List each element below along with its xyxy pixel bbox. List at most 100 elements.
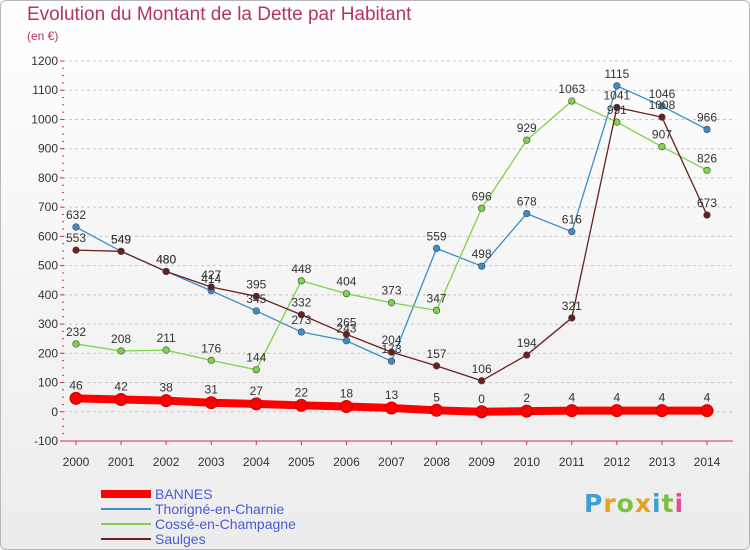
data-point	[432, 362, 441, 370]
x-tick-label: 2011	[559, 455, 585, 469]
data-label: 414	[201, 272, 221, 286]
data-label: 1041	[604, 88, 631, 102]
chart-unit: (en €)	[27, 29, 59, 43]
data-label: 173	[381, 342, 401, 356]
data-label: 194	[517, 336, 537, 350]
data-label: 373	[381, 284, 401, 298]
data-label: 826	[697, 151, 717, 165]
x-tick-label: 2012	[604, 455, 631, 469]
data-label: 427	[201, 268, 221, 282]
y-tick-label: 1200	[31, 54, 58, 68]
data-label: 157	[427, 347, 447, 361]
data-point	[207, 356, 215, 364]
y-tick-label: 1100	[32, 83, 58, 97]
data-label: 208	[111, 332, 131, 346]
data-point	[342, 330, 351, 338]
data-label: 448	[291, 262, 311, 276]
data-label: 204	[381, 333, 401, 347]
legend: BANNES Thorigné-en-Charnie Cossé-en-Champa…	[101, 486, 296, 546]
data-point	[478, 377, 486, 385]
data-point	[475, 405, 489, 419]
y-tick-label: 300	[38, 317, 58, 331]
data-label: 2	[523, 391, 530, 405]
data-point	[342, 337, 351, 345]
data-point	[655, 404, 669, 418]
data-point	[523, 136, 531, 144]
y-tick-label: 200	[38, 346, 58, 360]
data-label: 144	[246, 351, 266, 365]
legend-label: Saulges	[155, 530, 206, 547]
data-point	[478, 262, 486, 270]
data-point	[658, 102, 666, 110]
data-point	[430, 403, 444, 417]
data-label: 0	[478, 392, 485, 406]
data-label: 42	[114, 379, 128, 393]
data-point	[252, 292, 260, 300]
data-point	[297, 311, 305, 319]
data-label: 678	[517, 195, 537, 209]
x-tick-label: 2004	[243, 455, 270, 469]
data-label: 347	[427, 291, 447, 305]
data-point	[117, 247, 125, 255]
x-tick-label: 2007	[378, 455, 405, 469]
legend-swatch	[101, 490, 151, 499]
data-point	[387, 357, 396, 365]
data-point	[252, 307, 260, 315]
y-tick-label: 900	[38, 142, 58, 156]
logo-letter: i	[652, 489, 662, 518]
chart-title: Evolution du Montant de la Dette par Hab…	[27, 4, 412, 25]
data-label: 332	[291, 296, 311, 310]
logo-letter: r	[603, 489, 617, 518]
data-point	[703, 166, 711, 174]
logo-letter: i	[674, 489, 685, 518]
x-tick-label: 2001	[108, 455, 135, 469]
data-point	[162, 267, 170, 276]
x-tick-label: 2008	[423, 455, 450, 469]
y-tick-label: 0	[51, 405, 58, 419]
x-tick-label: 2014	[694, 455, 721, 469]
x-tick-label: 2013	[649, 455, 676, 469]
series-line-2	[75, 100, 708, 371]
data-point	[117, 347, 125, 355]
data-label: 265	[336, 315, 356, 329]
data-label: 929	[517, 121, 537, 135]
data-point	[159, 394, 173, 408]
data-label: 1046	[649, 87, 676, 101]
data-point	[568, 228, 576, 236]
logo-letter: x	[634, 489, 652, 518]
legend-label: Cossé-en-Champagne	[155, 515, 296, 532]
data-point	[613, 103, 621, 112]
data-label: 616	[562, 213, 582, 227]
data-label: 27	[250, 384, 264, 398]
data-label: 38	[159, 381, 173, 395]
data-label: 498	[472, 247, 492, 261]
data-label: 4	[659, 391, 666, 405]
x-tick-label: 2009	[468, 455, 495, 469]
x-tick-label: 2000	[63, 455, 90, 469]
data-point	[613, 82, 621, 90]
data-point	[72, 223, 80, 231]
data-point	[114, 392, 128, 406]
data-label: 632	[66, 208, 86, 222]
data-label: 1115	[604, 67, 629, 81]
data-label: 991	[607, 103, 627, 117]
data-point	[568, 314, 576, 322]
data-point	[72, 340, 80, 348]
data-point	[387, 299, 396, 307]
x-tick-label: 2010	[513, 455, 540, 469]
data-point	[297, 277, 305, 285]
data-point	[297, 328, 305, 336]
data-label: 232	[66, 325, 86, 339]
data-point	[703, 125, 711, 133]
y-tick-label: 500	[38, 259, 58, 273]
data-point	[162, 346, 170, 354]
data-point	[523, 209, 531, 218]
legend-item: Cossé-en-Champagne	[101, 516, 296, 531]
data-label: 4	[614, 391, 621, 405]
legend-item: Saulges	[101, 531, 296, 546]
data-label: 176	[201, 341, 221, 355]
data-point	[565, 404, 579, 418]
data-label: 549	[111, 232, 131, 246]
data-point	[387, 348, 396, 356]
